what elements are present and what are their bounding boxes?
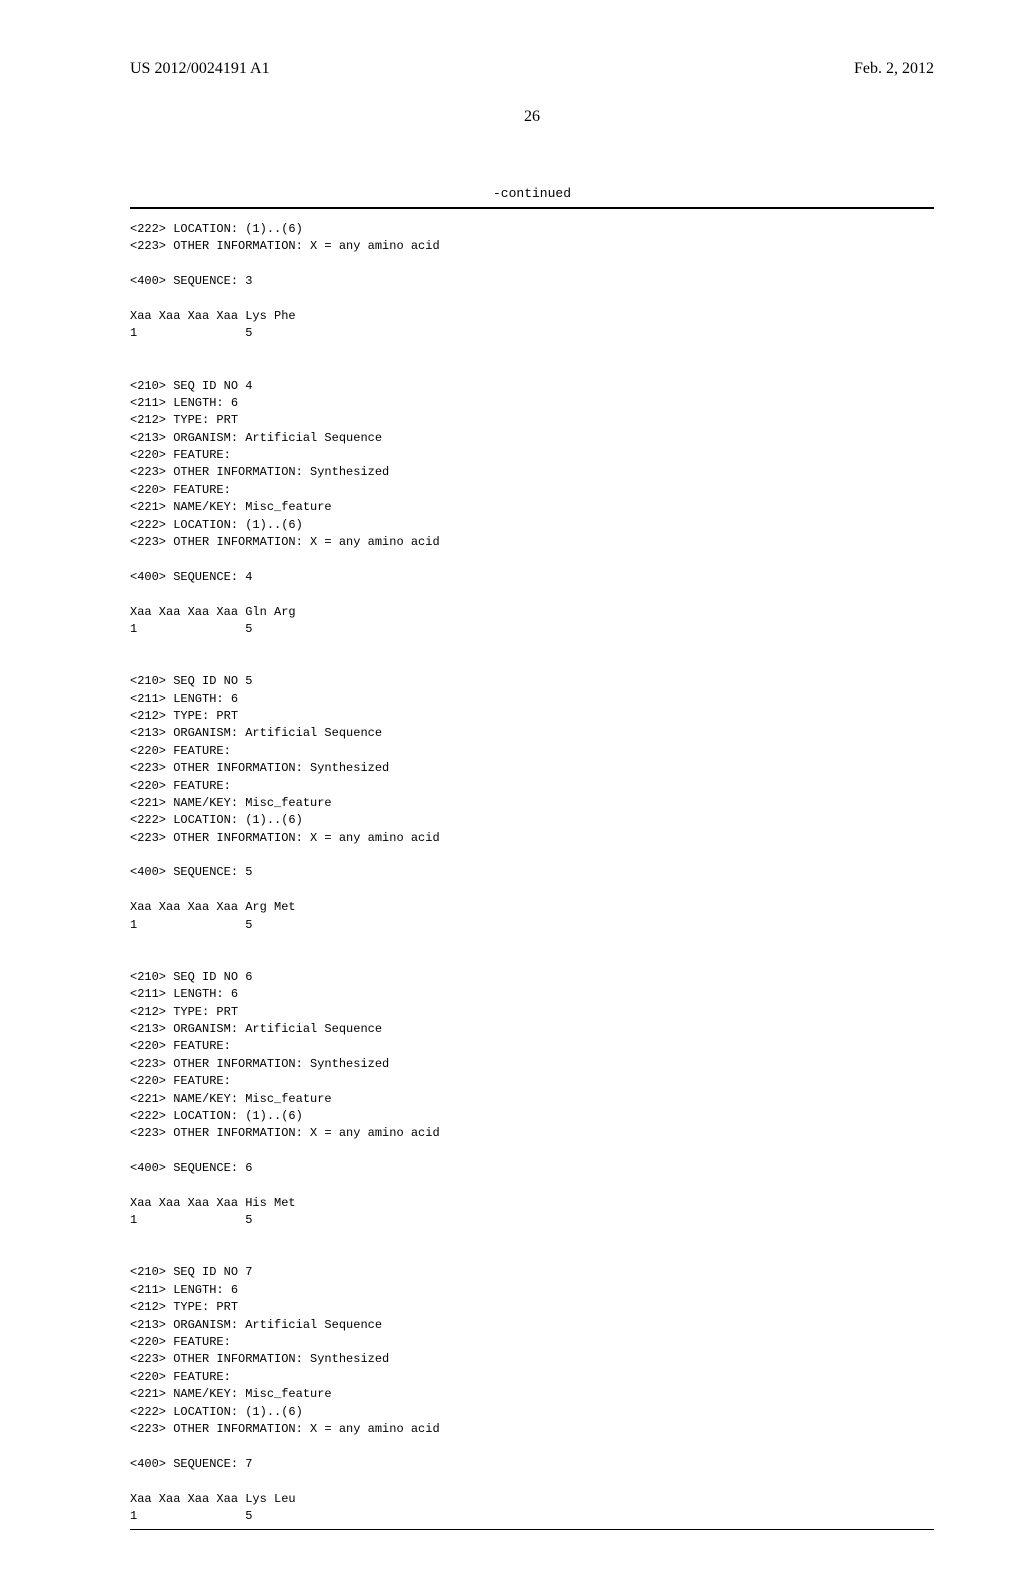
rule-top xyxy=(130,207,934,209)
sequence-listing: <222> LOCATION: (1)..(6) <223> OTHER INF… xyxy=(130,221,934,1525)
publication-number: US 2012/0024191 A1 xyxy=(130,60,270,78)
page-container: US 2012/0024191 A1 Feb. 2, 2012 26 -cont… xyxy=(0,0,1024,1590)
page-header: US 2012/0024191 A1 Feb. 2, 2012 xyxy=(130,60,934,78)
publication-date: Feb. 2, 2012 xyxy=(854,60,934,78)
continued-label: -continued xyxy=(130,186,934,201)
rule-bottom xyxy=(130,1529,934,1530)
page-number: 26 xyxy=(130,108,934,126)
